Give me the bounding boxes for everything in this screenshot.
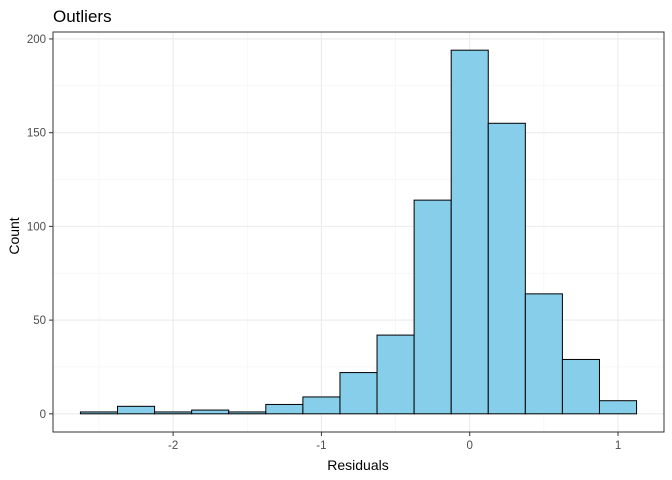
histogram-bar bbox=[79, 411, 119, 415]
histogram-bar bbox=[265, 403, 304, 415]
y-tick-label: 150 bbox=[27, 128, 46, 140]
chart-title: Outliers bbox=[53, 7, 112, 26]
x-tick-label: 1 bbox=[615, 440, 621, 452]
x-axis-title: Residuals bbox=[327, 457, 388, 473]
histogram-bar bbox=[524, 293, 563, 415]
ticks-layer: -2 -1 0 1 0 50 100 150 200 bbox=[27, 34, 621, 452]
y-axis-title: Count bbox=[6, 217, 22, 254]
histogram-bar bbox=[302, 396, 341, 415]
y-tick-label: 200 bbox=[27, 34, 46, 46]
histogram-bar bbox=[561, 358, 600, 415]
panel-border bbox=[52, 31, 665, 433]
x-tick-label: 0 bbox=[467, 440, 473, 452]
histogram-bar bbox=[117, 405, 156, 415]
histogram-bar bbox=[191, 409, 230, 415]
histogram-bar bbox=[154, 411, 193, 415]
histogram-bar bbox=[487, 122, 526, 415]
x-tick-label: -1 bbox=[316, 440, 326, 452]
histogram-bar bbox=[598, 400, 638, 415]
histogram-bar bbox=[228, 411, 267, 415]
y-tick-label: 50 bbox=[33, 315, 46, 327]
bars-layer bbox=[79, 49, 638, 415]
histogram-bar bbox=[450, 49, 489, 415]
y-tick-label: 0 bbox=[40, 409, 46, 421]
histogram-bar bbox=[413, 199, 452, 415]
histogram-bar bbox=[376, 334, 415, 415]
histogram-bar bbox=[339, 372, 378, 415]
y-tick-label: 100 bbox=[27, 221, 46, 233]
x-tick-label: -2 bbox=[168, 440, 178, 452]
